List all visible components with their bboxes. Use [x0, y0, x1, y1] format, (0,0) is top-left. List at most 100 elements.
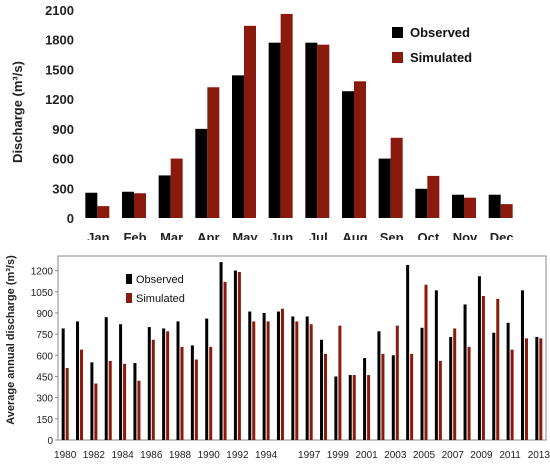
bar-observed-2010 — [492, 332, 496, 440]
bar-observed-2012 — [520, 290, 524, 440]
bar-simulated-2013 — [539, 338, 543, 440]
bar-simulated-feb — [134, 193, 146, 218]
bar-observed-1995 — [276, 311, 280, 440]
bar-observed-2004 — [406, 264, 410, 440]
chart2-ytick-label: 750 — [36, 330, 53, 341]
annual-discharge-chart: Average annual discharge (m³/s) 0 150 300 4… — [5, 255, 550, 461]
chart2-xtick-label: 1992 — [226, 450, 249, 461]
chart1-tick-labels: 0 300 600 900 1200 1500 1800 2100 Jan Feb Mar Apr Ma… — [45, 3, 514, 240]
chart2-xtick-label: 1988 — [169, 450, 192, 461]
bar-observed-2000 — [348, 375, 352, 440]
bar-simulated-jun — [280, 13, 293, 219]
chart2-plot-frame — [57, 255, 547, 441]
bar-observed-sep — [378, 158, 391, 218]
chart1-ylabel: Discharge (m³/s) — [10, 61, 25, 163]
bar-simulated-2006 — [438, 360, 442, 440]
chart1-xtick-label: Jun — [270, 230, 293, 240]
bar-simulated-2005 — [424, 284, 428, 440]
bar-observed-may — [232, 75, 244, 218]
bar-observed-2011 — [506, 322, 510, 440]
bar-observed-2008 — [463, 304, 467, 440]
bar-simulated-1980 — [65, 368, 69, 440]
bar-simulated-2011 — [510, 349, 514, 440]
legend-swatch-observed — [392, 27, 403, 38]
bar-observed-1992 — [233, 270, 237, 440]
bar-observed-2013 — [535, 336, 539, 440]
bar-observed-jun — [268, 42, 281, 218]
bar-observed-1994 — [262, 312, 266, 440]
bar-observed-aug — [342, 91, 354, 218]
legend2-label-simulated: Simulated — [136, 293, 185, 305]
bar-simulated-1994 — [266, 321, 270, 440]
bar-observed-oct — [415, 188, 428, 218]
chart2-xtick-label: 1997 — [298, 450, 321, 461]
bar-observed-nov — [452, 194, 464, 218]
bar-observed-feb — [122, 191, 134, 218]
chart1-legend: Observed Simulated — [392, 25, 472, 65]
chart1-xtick-label: Sep — [380, 230, 404, 240]
chart2-xtick-label: 2011 — [499, 450, 521, 461]
bar-observed-2003 — [391, 355, 395, 440]
bar-simulated-jul — [317, 44, 330, 218]
bar-observed-1991 — [219, 262, 223, 440]
bar-observed-2001 — [363, 358, 367, 440]
chart2-xtick-label: 2013 — [528, 450, 550, 461]
bar-observed-apr — [195, 128, 208, 218]
chart1-xtick-label: Aug — [342, 230, 367, 240]
bar-observed-1980 — [61, 328, 65, 440]
bar-simulated-1987 — [166, 331, 170, 440]
legend-swatch-simulated — [392, 52, 403, 63]
bar-observed-1982 — [90, 362, 94, 440]
bar-simulated-1985 — [137, 380, 141, 440]
bar-observed-1997 — [305, 316, 309, 440]
legend-label-observed: Observed — [410, 25, 470, 40]
chart1-xtick-label: Mar — [160, 230, 183, 240]
chart2-xtick-label: 1982 — [83, 450, 106, 461]
chart2-xtick-label: 2009 — [470, 450, 493, 461]
bar-observed-dec — [488, 194, 501, 218]
chart2-tick-labels: 0 150 300 450 600 750 900 1050 1200 1980 1982 1984 1… — [31, 267, 550, 461]
chart2-xtick-label: 2001 — [355, 450, 378, 461]
bar-observed-1990 — [205, 318, 209, 440]
chart2-xtick-label: 1986 — [140, 450, 163, 461]
bar-observed-1988 — [176, 321, 180, 440]
chart1-xtick-label: Jan — [87, 230, 109, 240]
chart1-xtick-label: Apr — [197, 230, 219, 240]
chart1-ytick-label: 1500 — [45, 62, 74, 77]
chart1-xtick-label: Nov — [453, 230, 478, 240]
chart1-ytick-label: 900 — [52, 122, 74, 137]
bar-observed-1989 — [190, 345, 194, 440]
chart2-xtick-label: 2003 — [384, 450, 407, 461]
bar-simulated-2010 — [496, 298, 500, 440]
bar-observed-1985 — [133, 363, 137, 440]
bar-simulated-1997 — [309, 324, 313, 440]
chart1-xtick-label: Feb — [123, 230, 146, 240]
chart1-xtick-label: Oct — [417, 230, 439, 240]
bar-simulated-1982 — [94, 383, 98, 440]
bar-simulated-2000 — [352, 375, 356, 440]
chart1-ytick-label: 1800 — [45, 33, 74, 48]
bar-observed-jul — [305, 42, 318, 218]
chart1-xtick-label: Dec — [490, 230, 514, 240]
legend2-label-observed: Observed — [136, 274, 184, 286]
bar-simulated-2004 — [410, 353, 414, 440]
chart2-bars — [61, 262, 543, 440]
legend-label-simulated: Simulated — [410, 50, 472, 65]
bar-observed-mar — [158, 175, 171, 218]
chart2-ytick-label: 150 — [36, 415, 53, 426]
chart2-ytick-label: 300 — [36, 394, 53, 405]
bar-observed-1987 — [162, 328, 166, 440]
chart1-ytick-label: 2100 — [45, 3, 74, 18]
bar-simulated-1988 — [180, 346, 184, 440]
bar-observed-1986 — [147, 327, 151, 440]
chart2-ytick-label: 450 — [36, 372, 53, 383]
chart2-axes — [55, 255, 547, 441]
monthly-discharge-chart: Discharge (m³/s) 0 300 600 900 1200 1500 1800 2… — [10, 3, 514, 240]
bar-simulated-may — [244, 25, 256, 218]
bar-simulated-apr — [207, 87, 220, 218]
chart1-xtick-label: May — [232, 230, 258, 240]
bar-simulated-1993 — [252, 321, 256, 440]
chart2-ytick-label: 1050 — [31, 288, 54, 299]
chart1-ytick-label: 600 — [52, 152, 74, 167]
bar-simulated-1983 — [108, 360, 112, 440]
